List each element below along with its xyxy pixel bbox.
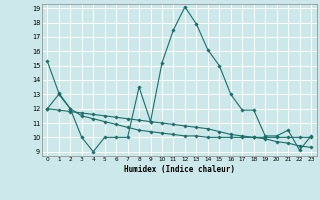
X-axis label: Humidex (Indice chaleur): Humidex (Indice chaleur) [124,165,235,174]
